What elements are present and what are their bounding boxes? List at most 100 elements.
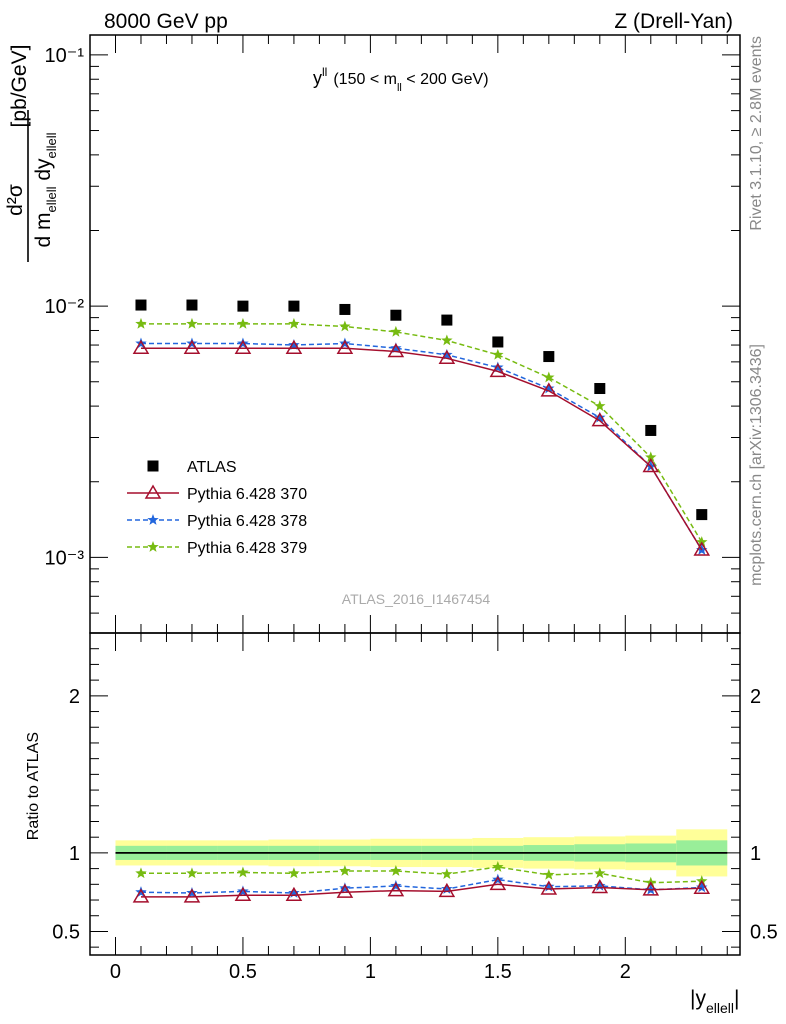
main-point-series-2 xyxy=(288,339,300,350)
main-point-series-2 xyxy=(441,348,453,360)
main-point-series-1 xyxy=(693,541,711,556)
side-rivet-label: Rivet 3.1.10, ≥ 2.8M events xyxy=(748,36,765,231)
ratio-point-series-0 xyxy=(540,880,558,895)
ratio-point-series-0 xyxy=(234,886,252,902)
ratio-point-series-2 xyxy=(237,866,249,878)
legend: ATLAS Pythia 6.428 370 Pythia 6.428 378 Pyt… xyxy=(127,459,307,557)
x-tick-label: 0.5 xyxy=(229,961,257,983)
main-point-series-1 xyxy=(132,339,150,354)
ratio-point-series-2 xyxy=(288,867,300,879)
ratio-point-series-0 xyxy=(693,879,711,894)
main-point-series-2 xyxy=(492,361,504,373)
ratio-point-series-2 xyxy=(492,861,504,872)
ratio-point-series-1 xyxy=(543,880,555,892)
main-point-series-2 xyxy=(543,382,555,394)
main-point-series-2 xyxy=(339,337,351,349)
main-series-line-3 xyxy=(141,323,703,543)
main-point-series-2 xyxy=(135,337,147,349)
ratio-y-axis-label: Ratio to ATLAS xyxy=(25,732,42,840)
main-point-series-1 xyxy=(387,342,405,358)
x-tick-label: 2 xyxy=(620,961,631,983)
ratio-point-series-0 xyxy=(591,878,609,894)
main-point-series-3 xyxy=(135,317,147,329)
ratio-point-series-0 xyxy=(285,886,303,902)
main-point-series-1 xyxy=(540,382,558,397)
main-point-series-3 xyxy=(594,400,606,411)
ratio-point-series-1 xyxy=(492,873,504,885)
ratio-point-series-2 xyxy=(339,864,351,876)
x-axis-label: |yellell| xyxy=(690,987,739,1016)
ratio-point-series-0 xyxy=(489,875,507,891)
ratio-point-series-0 xyxy=(132,888,150,903)
ratio-y-tick-label-right: 1 xyxy=(750,843,761,865)
main-point-series-2 xyxy=(594,411,606,423)
ratio-point-series-2 xyxy=(594,867,606,879)
legend-label: Pythia 6.428 370 xyxy=(187,486,307,503)
legend-marker xyxy=(147,514,159,525)
ratio-point-series-0 xyxy=(387,882,405,897)
main-point-series-3 xyxy=(288,317,300,329)
legend-label: Pythia 6.428 379 xyxy=(187,540,307,557)
ratio-point-series-2 xyxy=(543,868,555,880)
main-point-series-0 xyxy=(696,509,708,521)
main-point-series-2 xyxy=(390,342,402,354)
main-panel-title: yll (150 < mll < 200 GeV) xyxy=(313,65,489,94)
main-point-series-0 xyxy=(441,314,453,326)
header-left: 8000 GeV pp xyxy=(104,10,228,33)
main-y-tick-label: 10⁻² xyxy=(45,296,85,318)
ratio-point-series-1 xyxy=(390,879,402,891)
legend-label: ATLAS xyxy=(187,459,237,476)
ratio-series-line-1 xyxy=(140,878,702,894)
x-tick-label: 1.5 xyxy=(484,961,512,983)
ratio-point-series-1 xyxy=(135,886,147,898)
legend-label: Pythia 6.428 378 xyxy=(187,513,307,530)
ratio-point-series-1 xyxy=(696,881,708,893)
y-label-denominator: d mellell dyellell xyxy=(32,132,59,247)
main-point-series-1 xyxy=(285,339,303,354)
ratio-point-series-1 xyxy=(288,886,300,898)
ratio-point-series-0 xyxy=(183,888,201,903)
ratio-series-line-0 xyxy=(141,883,702,898)
ratio-y-tick-label-right: 2 xyxy=(750,686,761,708)
ratio-y-tick-label-right: 0.5 xyxy=(750,921,778,943)
legend-marker xyxy=(147,541,159,552)
x-tick-label: 0 xyxy=(110,961,121,983)
ratio-point-series-2 xyxy=(390,864,402,876)
ratio-point-series-1 xyxy=(441,883,453,894)
main-point-series-0 xyxy=(492,336,504,348)
main-point-series-1 xyxy=(438,349,456,365)
analysis-watermark: ATLAS_2016_I1467454 xyxy=(342,591,491,607)
header-right: Z (Drell-Yan) xyxy=(614,10,733,33)
main-y-tick-label: 10⁻³ xyxy=(45,547,85,569)
ratio-y-tick-label: 1 xyxy=(69,843,80,865)
main-y-tick-label: 10⁻¹ xyxy=(45,45,85,67)
ratio-y-tick-label: 0.5 xyxy=(52,921,80,943)
main-point-series-0 xyxy=(543,351,555,363)
y-label-unit: [pb/GeV] xyxy=(8,45,31,128)
x-tick-label: 1 xyxy=(365,961,376,983)
ratio-point-series-1 xyxy=(339,882,351,894)
main-point-series-0 xyxy=(288,300,300,312)
main-y-axis-label: d²σ d mellell dyellell [pb/GeV] xyxy=(4,45,59,262)
main-point-series-3 xyxy=(186,317,198,329)
ratio-point-series-0 xyxy=(336,883,354,898)
ratio-point-series-0 xyxy=(438,882,456,898)
ratio-point-series-2 xyxy=(135,867,147,879)
ratio-plot-frame xyxy=(89,632,741,956)
legend-marker xyxy=(147,460,159,472)
main-point-series-1 xyxy=(642,458,660,473)
main-point-series-3 xyxy=(492,348,504,360)
legend-marker xyxy=(144,484,162,499)
ratio-point-series-1 xyxy=(594,879,606,891)
main-point-series-3 xyxy=(645,451,657,463)
side-mcplots-label: mcplots.cern.ch [arXiv:1306.3436] xyxy=(748,344,765,586)
main-panel: 10⁻¹ 10⁻² 10⁻³ xyxy=(45,34,741,634)
main-series-line-2 xyxy=(141,342,703,551)
ratio-y-tick-label: 2 xyxy=(69,686,80,708)
main-point-series-3 xyxy=(441,334,453,346)
main-point-series-0 xyxy=(645,424,657,436)
ratio-point-series-1 xyxy=(237,885,249,897)
main-point-series-0 xyxy=(339,303,351,315)
main-point-series-0 xyxy=(237,300,249,312)
